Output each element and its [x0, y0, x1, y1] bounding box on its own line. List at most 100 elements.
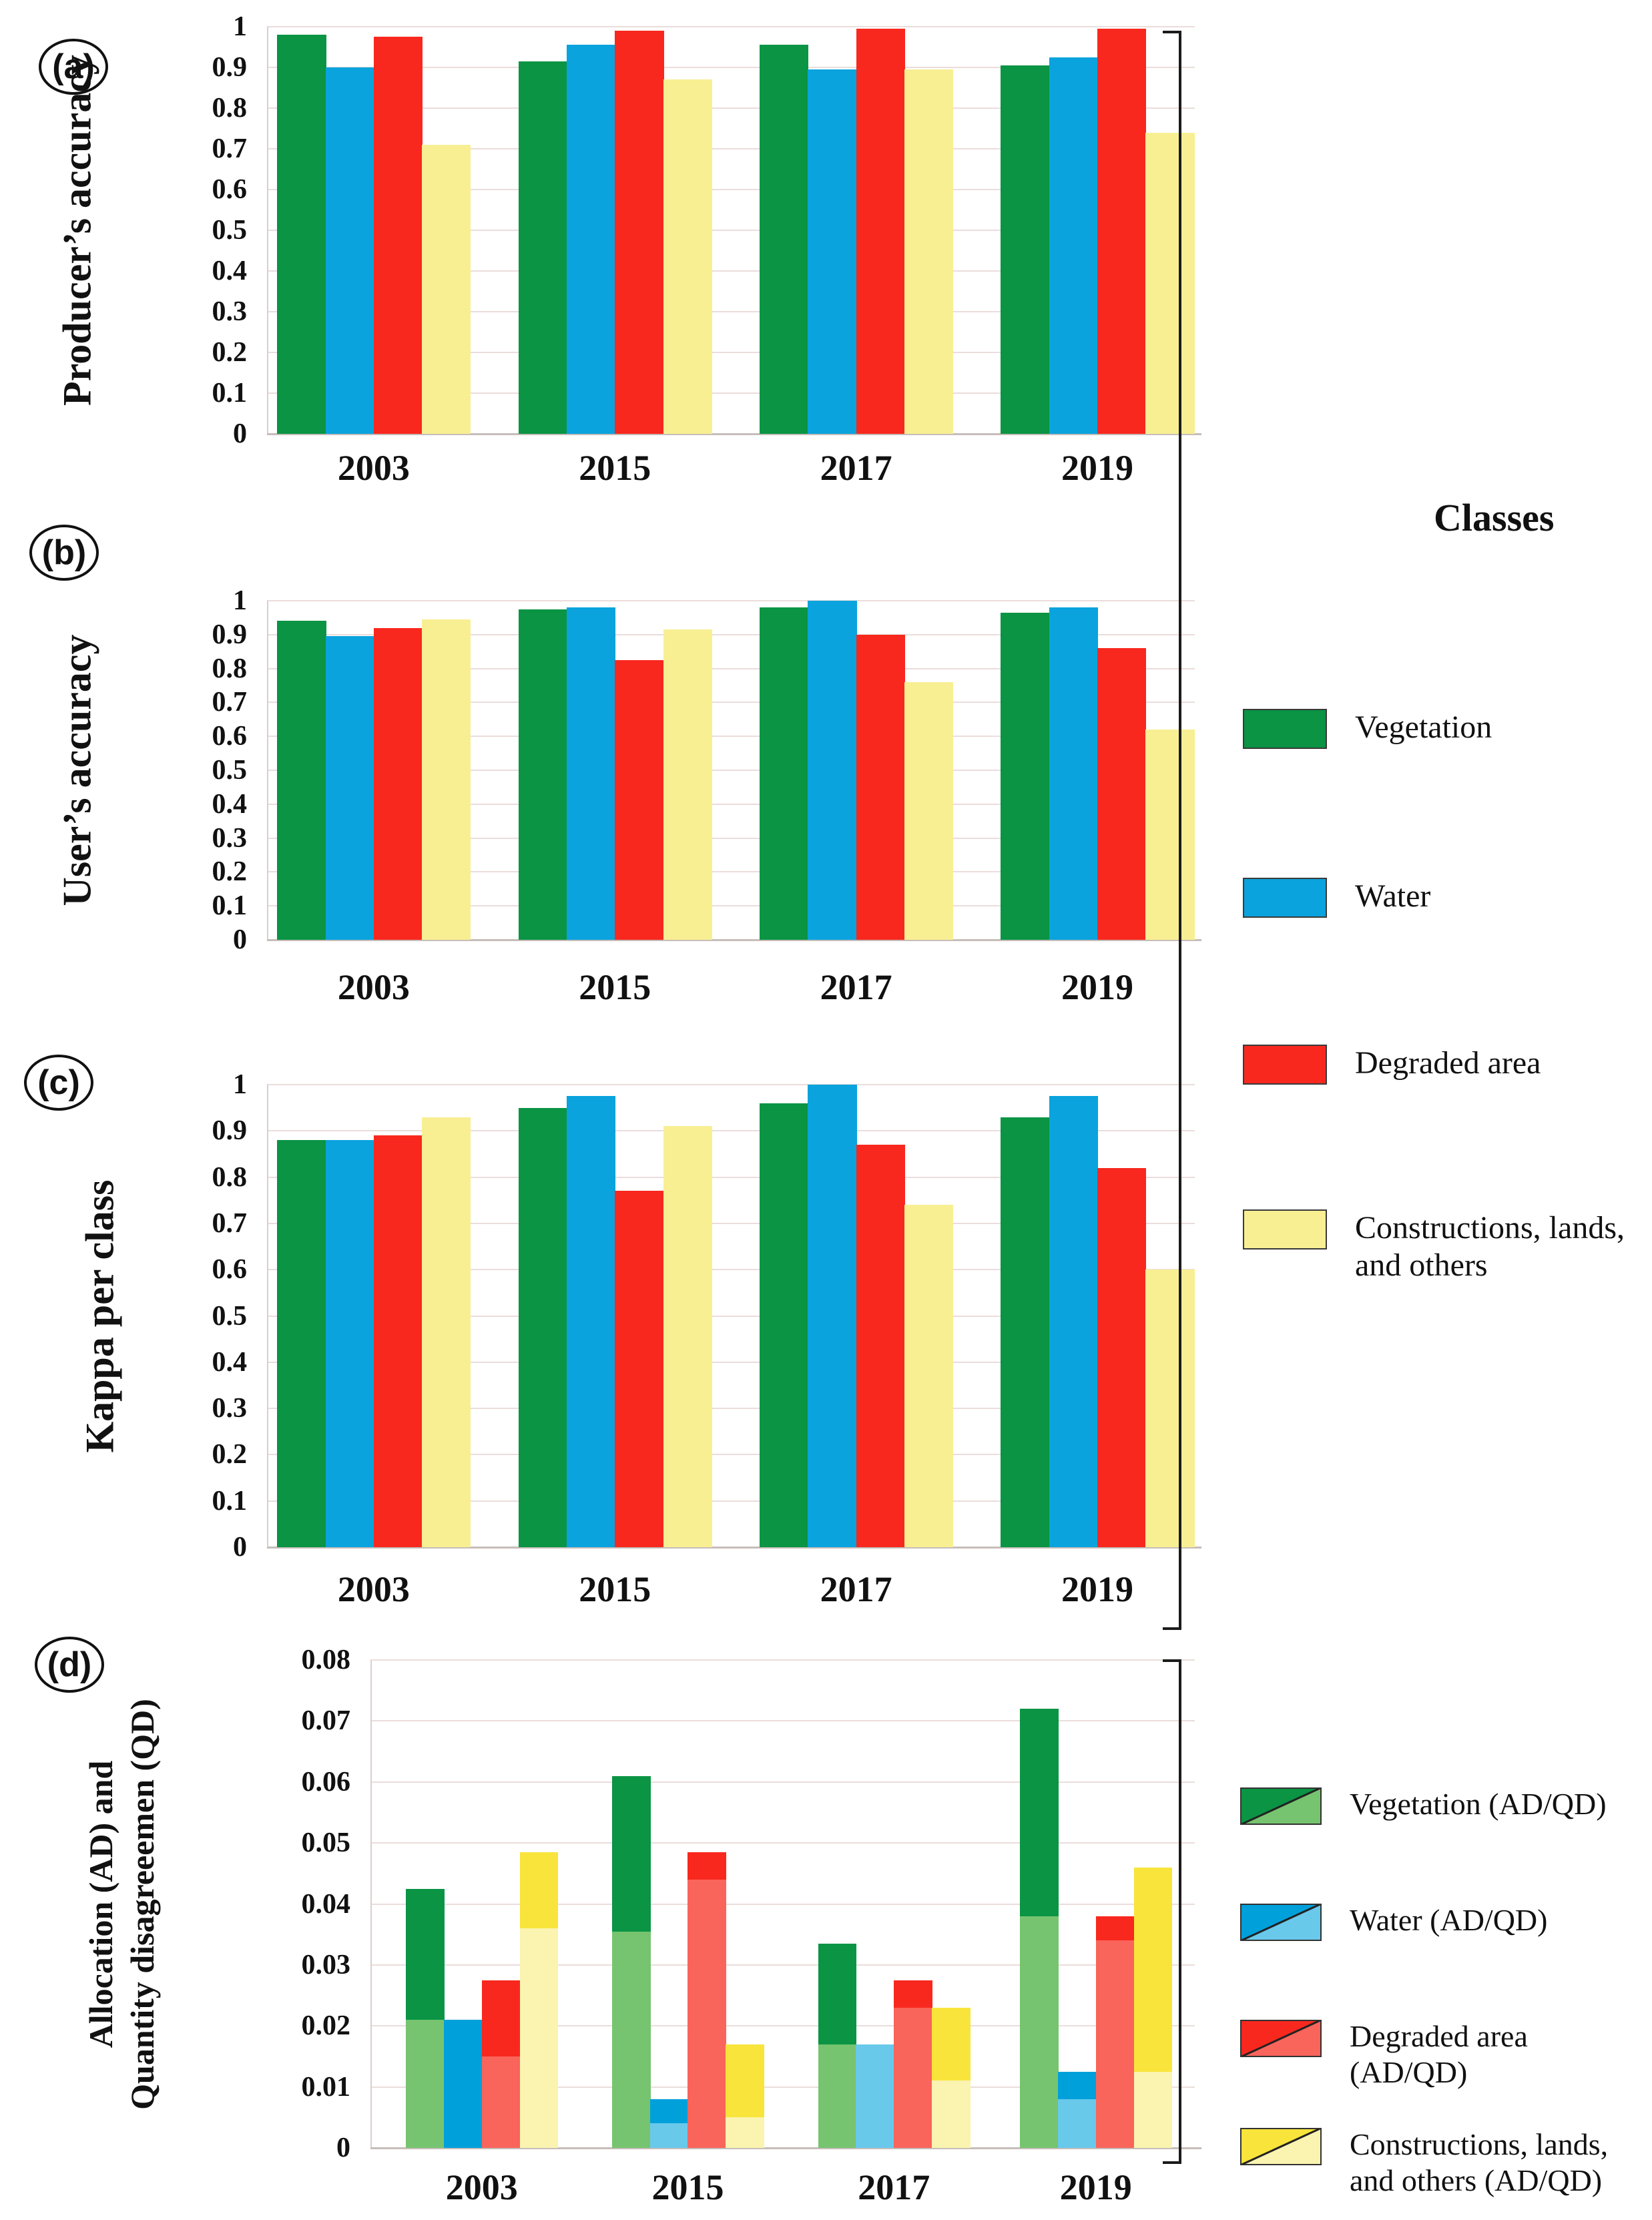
gridline: [267, 1222, 1195, 1224]
y-axis-title-line: Quantity disagreeemen (QD): [123, 1698, 161, 2110]
y-tick-label: 0.7: [212, 1207, 248, 1239]
bar-b-2017-constructions: [904, 681, 954, 940]
bar-d-2019-water-qd-segment: [1057, 2071, 1097, 2099]
gridline: [267, 189, 1195, 190]
bar-d-2003-water-qd-segment: [443, 2020, 483, 2148]
gridline: [267, 871, 1195, 873]
y-axis-title-a: Producer’s accuracy: [55, 55, 99, 406]
bar-a-2017-degraded: [856, 29, 905, 434]
gridline: [267, 67, 1195, 68]
bar-d-2017-vegetation-ad-segment: [818, 2044, 857, 2148]
bar-d-2019-constructions-ad-segment: [1133, 2071, 1173, 2148]
bar-b-2017-degraded: [856, 634, 905, 940]
bracket-panels-abc: [1163, 31, 1181, 1630]
bar-d-2017-water-ad-segment: [856, 2044, 895, 2148]
y-tick-label: 0: [336, 2133, 350, 2163]
y-tick-label: 0.5: [212, 755, 248, 786]
y-tick-label: 0.2: [212, 1439, 248, 1470]
y-tick-label: 0.3: [212, 822, 248, 854]
y-tick-label: 0: [233, 924, 247, 955]
bar-b-2019-water: [1049, 607, 1099, 940]
y-axis-line: [267, 27, 268, 434]
x-tick-label-2003: 2003: [337, 1569, 410, 1609]
x-tick-label-2015: 2015: [579, 1569, 651, 1609]
y-tick-label: 0.5: [212, 1300, 248, 1332]
gridline: [267, 600, 1195, 601]
bar-d-2015-degraded-ad-segment: [687, 1879, 727, 2148]
gridline: [267, 1500, 1195, 1502]
panel-label-d: (d): [35, 1637, 104, 1693]
y-tick-label: 0.07: [301, 1705, 351, 1737]
bar-c-2019-vegetation: [1001, 1117, 1050, 1547]
bar-c-2019-water: [1049, 1096, 1099, 1547]
bar-a-2003-degraded: [373, 37, 423, 434]
x-tick-label-2003: 2003: [337, 967, 410, 1007]
bar-d-2003-degraded-qd-segment: [481, 1980, 521, 2056]
y-axis-title-b: User’s accuracy: [55, 634, 99, 906]
bar-c-2015-vegetation: [518, 1107, 567, 1547]
y-tick-label: 1: [233, 585, 247, 616]
bar-d-2003-degraded-ad-segment: [481, 2056, 521, 2148]
bar-d-2017-constructions-qd-segment: [932, 2007, 971, 2081]
legend-label-vegetation-adqd: Vegetation (AD/QD): [1350, 1787, 1607, 1821]
gridline: [370, 1964, 1195, 1966]
gridline: [267, 1084, 1195, 1085]
gridline: [267, 148, 1195, 150]
bar-c-2003-vegetation: [277, 1140, 326, 1547]
legend-label-degraded-adqd: Degraded area (AD/QD): [1350, 2019, 1528, 2089]
bar-c-2003-degraded: [373, 1135, 423, 1547]
bar-d-2019-constructions-qd-segment: [1133, 1867, 1173, 2072]
y-axis-title-c: Kappa per class: [77, 1179, 122, 1452]
legend-swatch-constructions: [1243, 1209, 1327, 1250]
x-tick-label-2015: 2015: [579, 967, 651, 1007]
y-tick-label: 0.05: [301, 1828, 351, 1859]
y-tick-label: 0.4: [212, 256, 248, 286]
bar-d-2003-constructions-ad-segment: [519, 1928, 559, 2148]
gridline: [370, 2025, 1195, 2027]
y-tick-label: 0.9: [212, 619, 248, 650]
y-tick-label: 0.7: [212, 687, 248, 718]
gridline: [267, 230, 1195, 231]
bar-c-2017-degraded: [856, 1145, 905, 1547]
bar-d-2017-vegetation-qd-segment: [818, 1943, 857, 2044]
y-tick-label: 0: [233, 419, 247, 449]
panel-label-a: (a): [39, 39, 108, 95]
bar-b-2003-degraded: [373, 627, 423, 940]
bar-a-2019-vegetation: [1001, 65, 1050, 434]
y-tick-label: 0.1: [212, 378, 248, 408]
gridline: [267, 1408, 1195, 1410]
y-tick-label: 0.8: [212, 93, 248, 123]
x-tick-label-2019: 2019: [1059, 2167, 1132, 2207]
gridline: [267, 107, 1195, 109]
bar-a-2017-vegetation: [760, 45, 809, 434]
gridline: [267, 770, 1195, 771]
legend-swatch-water: [1243, 878, 1327, 918]
bar-c-2017-vegetation: [760, 1103, 809, 1547]
y-tick-label: 0.5: [212, 215, 248, 246]
x-tick-label-2019: 2019: [1061, 448, 1134, 488]
bar-d-2015-constructions-qd-segment: [726, 2044, 765, 2118]
gridline: [267, 270, 1195, 272]
x-tick-label-2017: 2017: [858, 2167, 930, 2207]
y-tick-label: 0.01: [301, 2071, 351, 2103]
bar-a-2019-water: [1049, 57, 1099, 434]
legend-swatch-degraded: [1243, 1045, 1327, 1085]
bar-d-2017-degraded-qd-segment: [894, 1980, 933, 2008]
bar-d-2003-constructions-qd-segment: [519, 1852, 559, 1929]
y-tick-label: 0.03: [301, 1949, 351, 1980]
y-tick-label: 1: [233, 11, 247, 42]
bar-d-2015-vegetation-qd-segment: [611, 1775, 651, 1932]
gridline: [267, 1454, 1195, 1456]
gridline: [370, 1842, 1195, 1844]
bar-c-2015-water: [566, 1096, 616, 1547]
bar-a-2019-constructions: [1145, 132, 1195, 434]
x-tick-label-2003: 2003: [445, 2167, 518, 2207]
legend-label-constructions-adqd: Constructions, lands, and others (AD/QD): [1350, 2127, 1609, 2197]
y-tick-label: 0.6: [212, 721, 248, 752]
gridline: [267, 26, 1195, 27]
gridline: [267, 905, 1195, 907]
y-axis-line: [267, 601, 268, 940]
diagonal-split-swatch-icon: [1240, 1786, 1322, 1826]
y-axis-line: [370, 1660, 372, 2148]
bar-b-2003-vegetation: [277, 621, 326, 940]
